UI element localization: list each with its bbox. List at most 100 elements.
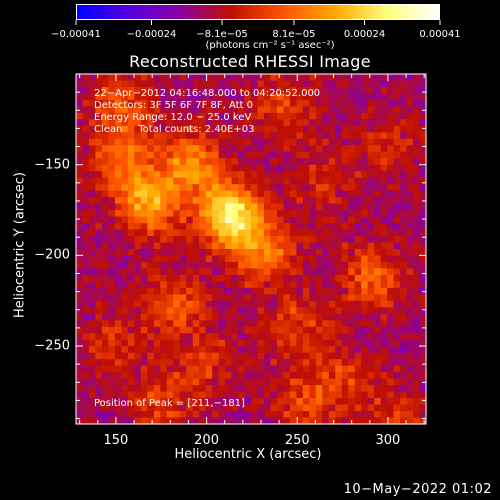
heatmap-cell <box>231 171 239 179</box>
heatmap-cell <box>367 417 375 425</box>
heatmap-cell <box>160 255 168 263</box>
heatmap-cell <box>166 372 174 380</box>
heatmap-cell <box>231 391 239 399</box>
heatmap-cell <box>199 203 207 211</box>
heatmap-cell <box>212 229 220 237</box>
heatmap-cell <box>244 145 252 153</box>
heatmap-cell <box>341 378 349 386</box>
heatmap-cell <box>341 112 349 120</box>
heatmap-cell <box>147 346 155 354</box>
heatmap-cell <box>205 391 213 399</box>
heatmap-cell <box>114 236 122 244</box>
heatmap-cell <box>218 365 226 373</box>
heatmap-cell <box>335 138 343 146</box>
heatmap-cell <box>328 294 336 302</box>
heatmap-cell <box>328 171 336 179</box>
heatmap-cell <box>296 125 304 133</box>
heatmap-cell <box>244 190 252 198</box>
heatmap-cell <box>134 132 142 140</box>
heatmap-cell <box>374 242 382 250</box>
heatmap-cell <box>179 80 187 88</box>
heatmap-cell <box>322 158 330 166</box>
heatmap-cell <box>322 385 330 393</box>
heatmap-cell <box>147 236 155 244</box>
heatmap-cell <box>199 261 207 270</box>
heatmap-cell <box>173 359 181 367</box>
heatmap-cell <box>380 255 388 263</box>
heatmap-cell <box>348 86 356 95</box>
heatmap-cell <box>101 93 110 101</box>
heatmap-cell <box>309 287 317 295</box>
heatmap-cell <box>173 190 181 198</box>
heatmap-cell <box>341 326 349 334</box>
heatmap-cell <box>153 417 161 425</box>
heatmap-cell <box>328 365 336 373</box>
heatmap-cell <box>296 99 304 108</box>
heatmap-cell <box>82 158 90 166</box>
heatmap-cell <box>231 86 239 95</box>
heatmap-cell <box>218 93 226 101</box>
heatmap-cell <box>419 391 427 399</box>
heatmap-cell <box>82 145 90 153</box>
heatmap-cell <box>270 132 278 140</box>
heatmap-cell <box>296 177 304 185</box>
heatmap-cell <box>354 339 362 347</box>
heatmap-cell <box>82 255 90 263</box>
heatmap-cell <box>140 171 148 179</box>
heatmap-cell <box>212 294 220 302</box>
heatmap-cell <box>315 346 323 354</box>
heatmap-cell <box>296 359 304 367</box>
heatmap-cell <box>225 281 233 289</box>
heatmap-cell <box>315 151 323 159</box>
heatmap-cell <box>134 411 142 419</box>
heatmap-cell <box>413 359 421 367</box>
heatmap-cell <box>186 294 194 302</box>
heatmap-cell <box>127 326 135 334</box>
heatmap-cell <box>361 411 369 419</box>
heatmap-cell <box>121 184 129 192</box>
heatmap-cell <box>315 99 323 108</box>
heatmap-cell <box>387 236 395 244</box>
heatmap-cell <box>251 190 259 198</box>
heatmap-cell <box>140 74 148 82</box>
heatmap-cell <box>231 164 239 172</box>
heatmap-cell <box>173 339 181 347</box>
heatmap-cell <box>393 112 401 120</box>
heatmap-cell <box>309 197 317 205</box>
heatmap-cell <box>367 411 375 419</box>
heatmap-cell <box>225 86 233 95</box>
heatmap-cell <box>302 86 310 95</box>
heatmap-cell <box>296 365 304 373</box>
heatmap-cell <box>127 411 135 419</box>
heatmap-cell <box>341 294 349 302</box>
heatmap-cell <box>205 171 213 179</box>
heatmap-cell <box>244 223 252 231</box>
heatmap-cell <box>283 164 291 172</box>
heatmap-cell <box>179 125 187 133</box>
heatmap-cell <box>147 223 155 231</box>
heatmap-cell <box>114 255 122 263</box>
heatmap-cell <box>393 320 401 328</box>
heatmap-cell <box>225 138 233 146</box>
heatmap-cell <box>419 352 427 360</box>
heatmap-cell <box>173 171 181 179</box>
heatmap-cell <box>400 119 408 127</box>
heatmap-cell <box>315 223 323 231</box>
heatmap-cell <box>270 197 278 205</box>
heatmap-cell <box>367 346 375 354</box>
heatmap-cell <box>186 210 194 218</box>
heatmap-cell <box>121 93 129 101</box>
heatmap-cell <box>121 372 129 380</box>
heatmap-cell <box>121 365 129 373</box>
heatmap-cell <box>341 99 349 108</box>
heatmap-cell <box>192 119 200 127</box>
heatmap-cell <box>225 171 233 179</box>
heatmap-cell <box>341 391 349 399</box>
heatmap-cell <box>218 80 226 88</box>
heatmap-cell <box>205 184 213 192</box>
heatmap-cell <box>263 216 272 224</box>
heatmap-cell <box>95 210 103 218</box>
heatmap-cell <box>134 112 142 120</box>
heatmap-cell <box>82 125 90 133</box>
heatmap-cell <box>114 119 122 127</box>
